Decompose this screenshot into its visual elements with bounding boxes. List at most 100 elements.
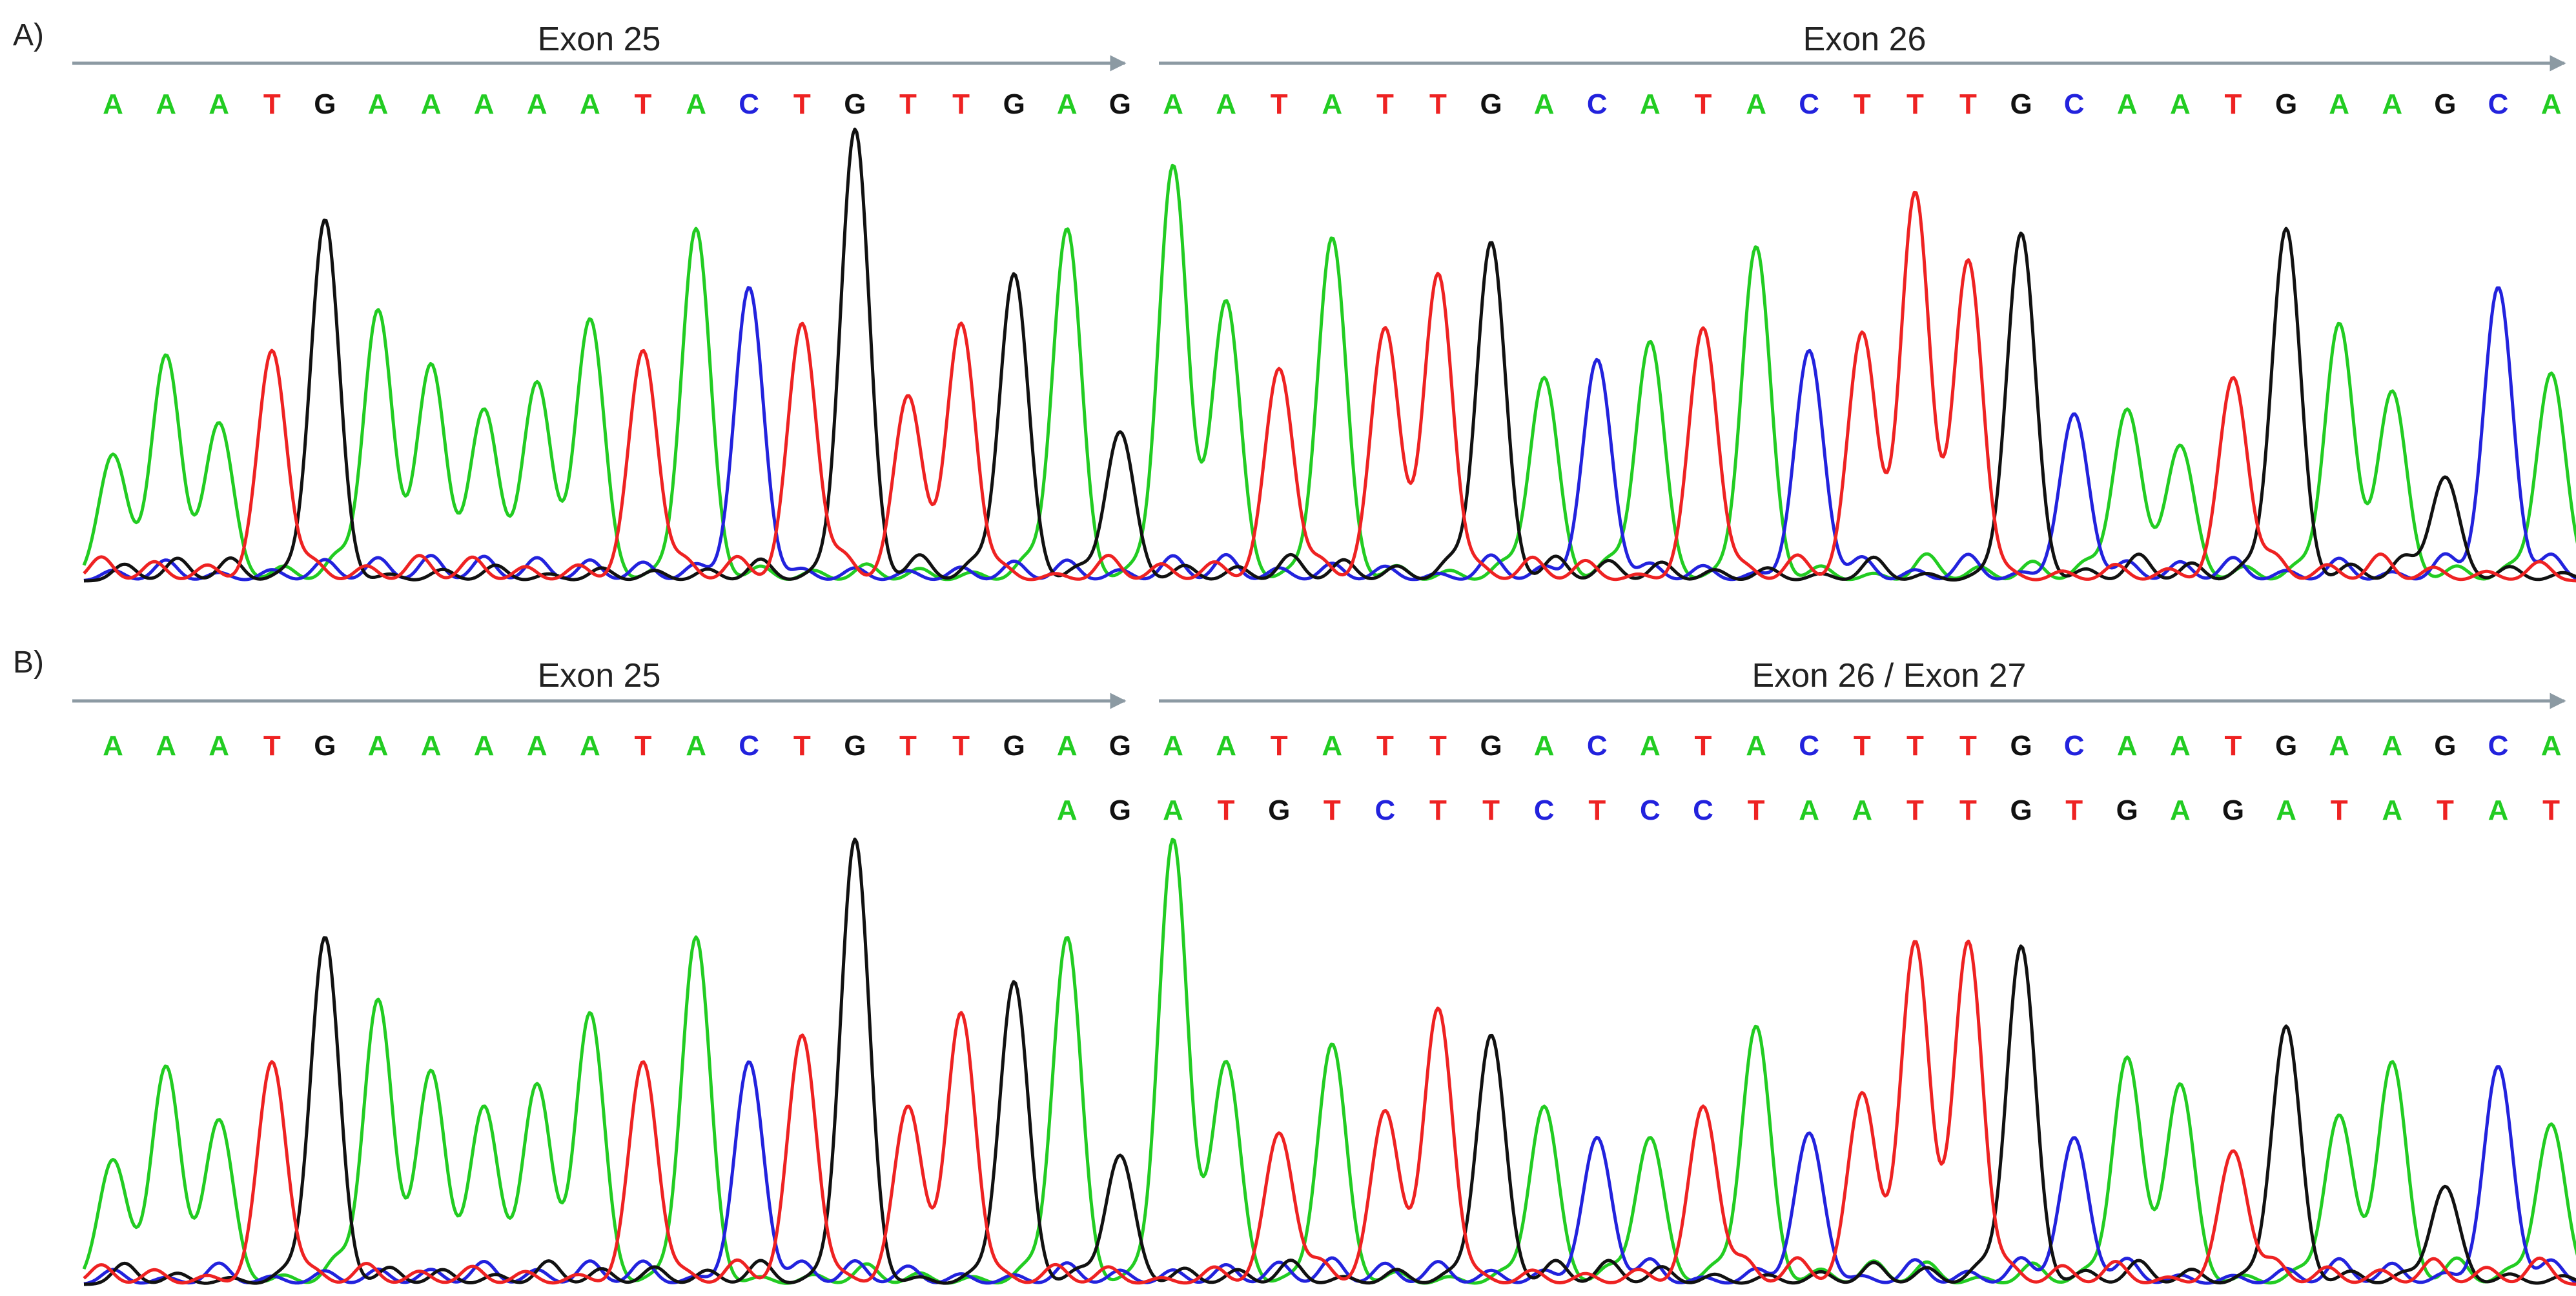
trace-C — [83, 1060, 2576, 1286]
base-call-T: T — [2225, 88, 2242, 120]
base-call-T: T — [1429, 88, 1447, 120]
base-call-T: T — [952, 88, 970, 120]
base-call-G: G — [314, 88, 336, 120]
base-call-A: A — [156, 730, 176, 762]
base-call-C: C — [1375, 795, 1396, 826]
base-call-C: C — [739, 730, 759, 762]
base-call-A: A — [1216, 730, 1236, 762]
base-call-T: T — [635, 88, 652, 120]
base-call-G: G — [1003, 88, 1025, 120]
panel-b-exon26-27-label: Exon 26 / Exon 27 — [1752, 657, 2027, 694]
base-call-A: A — [368, 730, 389, 762]
base-call-A: A — [2382, 795, 2402, 826]
base-call-A: A — [2488, 795, 2509, 826]
base-call-T: T — [2437, 795, 2454, 826]
base-call-A: A — [580, 88, 600, 120]
base-call-T: T — [1482, 795, 1500, 826]
base-call-T: T — [1271, 730, 1288, 762]
base-call-A: A — [2382, 730, 2402, 762]
trace-T — [83, 939, 2576, 1286]
base-call-A: A — [1640, 88, 1661, 120]
base-call-A: A — [1216, 88, 1236, 120]
base-call-T: T — [1854, 88, 1871, 120]
base-call-A: A — [209, 730, 229, 762]
base-call-G: G — [2010, 88, 2032, 120]
base-call-A: A — [421, 730, 442, 762]
base-call-T: T — [899, 730, 917, 762]
base-call-G: G — [1003, 730, 1025, 762]
base-call-C: C — [1693, 795, 1713, 826]
base-call-T: T — [1906, 795, 1924, 826]
panel-b-exon25-label: Exon 25 — [538, 657, 661, 694]
base-call-C: C — [1587, 88, 1608, 120]
panel-b-label: B) — [13, 645, 44, 680]
panel-a-exon25-label: Exon 25 — [538, 21, 661, 58]
base-call-A: A — [1534, 730, 1555, 762]
base-call-A: A — [1163, 730, 1183, 762]
base-call-T: T — [1429, 730, 1447, 762]
base-call-G: G — [2275, 88, 2297, 120]
base-call-A: A — [1746, 730, 1766, 762]
base-call-A: A — [527, 730, 547, 762]
base-call-A: A — [2170, 795, 2191, 826]
base-call-A: A — [1799, 795, 1819, 826]
base-call-T: T — [2542, 795, 2560, 826]
base-call-A: A — [1746, 88, 1766, 120]
trace-A — [82, 163, 2576, 582]
base-call-C: C — [739, 88, 759, 120]
base-call-A: A — [1322, 88, 1342, 120]
trace-C — [83, 286, 2576, 582]
base-call-T: T — [793, 88, 811, 120]
base-call-T: T — [263, 730, 281, 762]
panel-a-exon26-label: Exon 26 — [1803, 21, 1927, 58]
base-call-G: G — [2116, 795, 2138, 826]
base-call-A: A — [103, 730, 123, 762]
base-call-G: G — [1109, 88, 1131, 120]
trace-A — [82, 837, 2576, 1285]
base-call-A: A — [2329, 730, 2349, 762]
base-call-A: A — [474, 88, 495, 120]
base-call-A: A — [1640, 730, 1661, 762]
base-call-C: C — [1587, 730, 1608, 762]
trace-G — [84, 837, 2576, 1286]
base-call-T: T — [1748, 795, 1765, 826]
base-call-A: A — [2117, 88, 2138, 120]
base-call-G: G — [1480, 88, 1502, 120]
base-call-A: A — [156, 88, 176, 120]
base-call-T: T — [1376, 730, 1394, 762]
base-call-T: T — [793, 730, 811, 762]
base-call-G: G — [1480, 730, 1502, 762]
base-call-A: A — [1057, 795, 1078, 826]
base-call-T: T — [2225, 730, 2242, 762]
base-call-G: G — [314, 730, 336, 762]
base-call-T: T — [2065, 795, 2083, 826]
base-call-A: A — [421, 88, 442, 120]
base-call-T: T — [952, 730, 970, 762]
trace-T — [83, 190, 2576, 583]
panel-b-trace — [82, 837, 2576, 1286]
base-call-A: A — [1163, 795, 1183, 826]
base-call-C: C — [1799, 88, 1819, 120]
base-call-T: T — [1695, 730, 1712, 762]
base-call-T: T — [1906, 730, 1924, 762]
base-call-C: C — [2064, 730, 2085, 762]
base-call-T: T — [899, 88, 917, 120]
base-call-A: A — [686, 730, 706, 762]
base-call-C: C — [1799, 730, 1819, 762]
base-call-A: A — [2170, 730, 2191, 762]
base-call-T: T — [1959, 795, 1977, 826]
base-call-T: T — [1906, 88, 1924, 120]
base-call-T: T — [263, 88, 281, 120]
base-call-A: A — [527, 88, 547, 120]
base-call-A: A — [2541, 88, 2562, 120]
base-call-G: G — [1268, 795, 1290, 826]
base-call-T: T — [1695, 88, 1712, 120]
base-call-A: A — [474, 730, 495, 762]
base-call-T: T — [1271, 88, 1288, 120]
base-call-A: A — [580, 730, 600, 762]
base-call-T: T — [1218, 795, 1235, 826]
